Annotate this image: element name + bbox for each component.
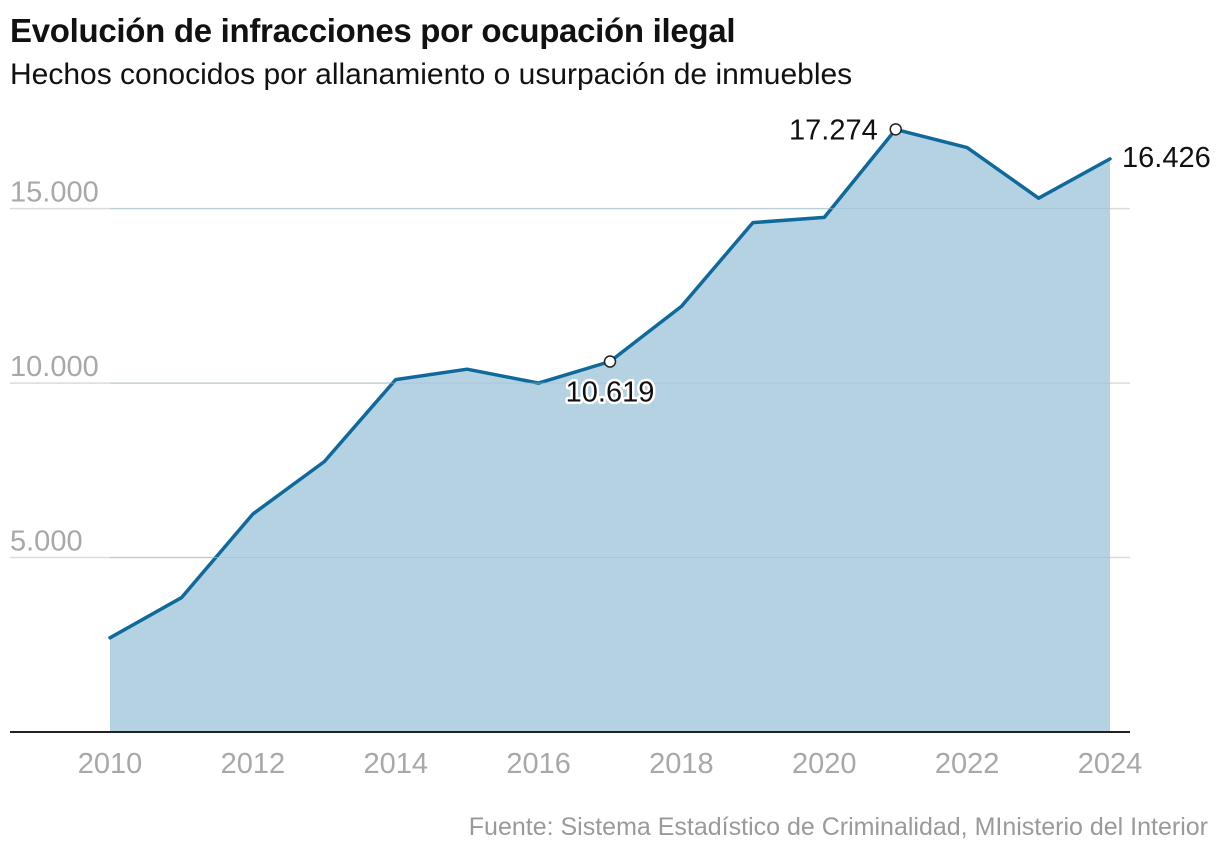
data-label: 17.274 [789, 114, 878, 146]
annotation-marker [603, 355, 617, 368]
x-tick-label: 2010 [78, 748, 143, 780]
x-tick-label: 2020 [792, 748, 857, 780]
data-label-halo: 10.619 [566, 377, 655, 409]
y-tick-label: 5.000 [10, 526, 83, 558]
chart-title: Evolución de infracciones por ocupación … [10, 12, 736, 49]
y-tick-label: 10.000 [10, 351, 99, 383]
data-label: 16.426 [1122, 142, 1211, 174]
chart-subtitle: Hechos conocidos por allanamiento o usur… [10, 58, 853, 91]
x-tick-label: 2024 [1078, 748, 1143, 780]
annotation-marker [889, 123, 902, 136]
chart-source: Fuente: Sistema Estadístico de Criminali… [468, 813, 1208, 841]
data-label: 10.619 [566, 377, 655, 409]
data-label-halo: 16.426 [1122, 142, 1211, 174]
x-tick-label: 2012 [221, 748, 286, 780]
x-axis-ticks: 2010 2012 2014 2016 2018 2020 2022 2024 [78, 748, 1143, 780]
data-label-halo: 17.274 [789, 114, 878, 146]
x-tick-label: 2018 [649, 748, 714, 780]
series-area [110, 129, 1110, 732]
x-tick-label: 2016 [506, 748, 571, 780]
y-axis-ticks: 5.000 10.000 15.000 [10, 177, 99, 558]
x-tick-label: 2014 [363, 748, 428, 780]
y-tick-label: 15.000 [10, 177, 99, 209]
x-tick-label: 2022 [935, 748, 1000, 780]
